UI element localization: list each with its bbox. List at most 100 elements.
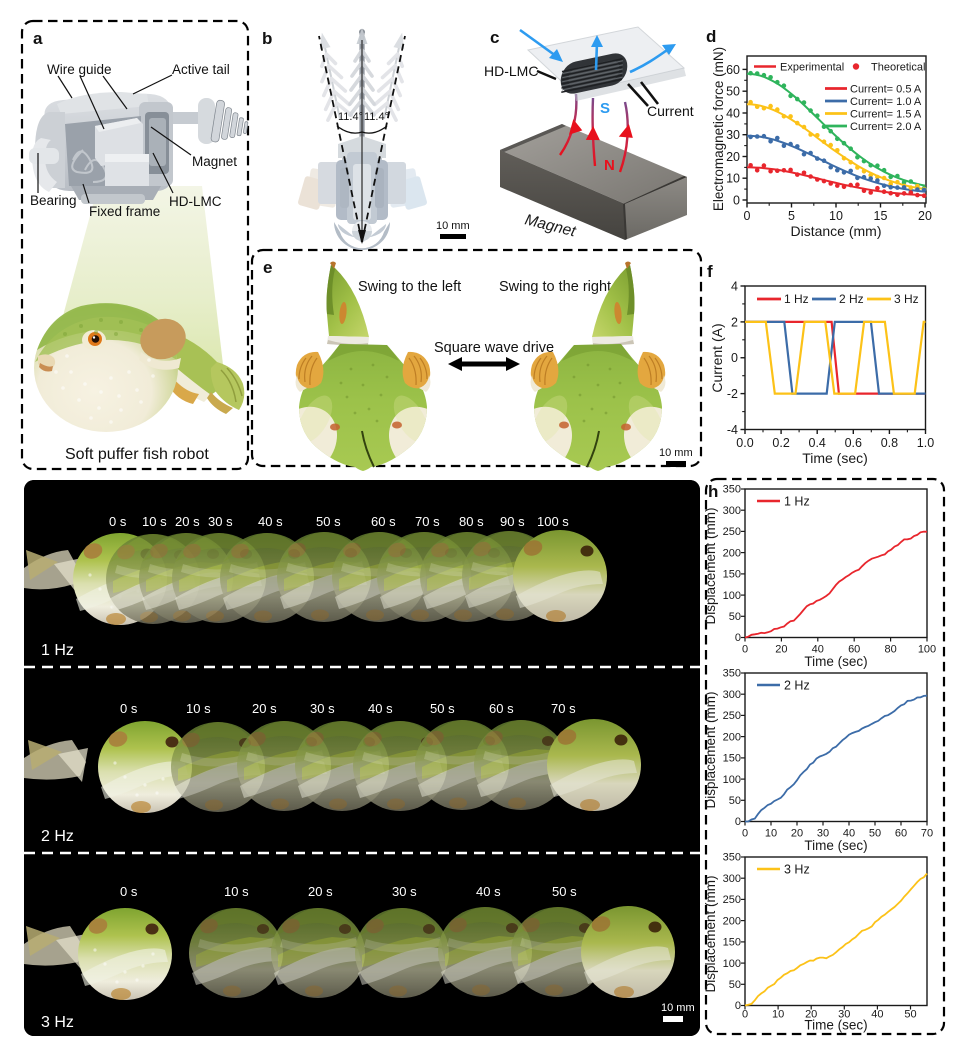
svg-text:300: 300 [723,505,741,517]
svg-text:3 Hz: 3 Hz [894,292,919,306]
svg-text:0: 0 [742,1009,748,1021]
svg-text:0: 0 [733,194,740,208]
svg-text:Time (sec): Time (sec) [802,450,868,466]
svg-text:0: 0 [735,632,741,644]
svg-text:Current= 2.0 A: Current= 2.0 A [850,121,922,133]
svg-text:Current= 0.5 A: Current= 0.5 A [850,84,922,96]
svg-text:Time (sec): Time (sec) [804,838,867,853]
svg-text:3 Hz: 3 Hz [41,1014,74,1031]
svg-text:4: 4 [731,280,738,294]
svg-text:70: 70 [921,828,933,840]
svg-text:20: 20 [726,150,740,164]
svg-text:0 s: 0 s [120,701,138,716]
svg-text:11.4°: 11.4° [364,111,389,123]
svg-text:100 s: 100 s [537,514,569,529]
svg-text:60 s: 60 s [489,701,514,716]
svg-text:Bearing: Bearing [30,193,77,208]
svg-text:40: 40 [871,1009,883,1021]
svg-text:-4: -4 [727,423,738,437]
svg-text:1 Hz: 1 Hz [41,642,74,659]
svg-text:50: 50 [729,611,741,623]
svg-text:-2: -2 [727,387,738,401]
svg-text:20 s: 20 s [308,884,333,899]
svg-text:100: 100 [723,774,741,786]
svg-text:Fixed frame: Fixed frame [89,204,160,219]
svg-text:Current (A): Current (A) [709,323,725,392]
svg-text:50: 50 [869,828,881,840]
svg-text:2 Hz: 2 Hz [41,828,74,845]
svg-text:60: 60 [726,63,740,77]
svg-text:0: 0 [735,1000,741,1012]
svg-text:HD-LMC: HD-LMC [169,194,222,209]
svg-text:30 s: 30 s [392,884,417,899]
svg-text:0.0: 0.0 [736,436,753,450]
svg-text:250: 250 [723,526,741,538]
svg-text:0: 0 [731,351,738,365]
svg-text:40 s: 40 s [476,884,501,899]
svg-text:0: 0 [744,209,751,223]
svg-text:Current= 1.0 A: Current= 1.0 A [850,96,922,108]
svg-text:1 Hz: 1 Hz [784,292,809,306]
svg-text:250: 250 [723,710,741,722]
svg-text:Time (sec): Time (sec) [804,654,867,669]
svg-text:300: 300 [723,689,741,701]
svg-text:150: 150 [723,569,741,581]
svg-text:30 s: 30 s [310,701,335,716]
svg-text:200: 200 [723,731,741,743]
svg-text:S: S [600,100,610,117]
svg-text:Current= 1.5 A: Current= 1.5 A [850,109,922,121]
svg-text:2: 2 [731,315,738,329]
svg-text:Displacement (mm): Displacement (mm) [703,875,718,992]
svg-text:50: 50 [729,979,741,991]
svg-text:60 s: 60 s [371,514,396,529]
svg-text:HD-LMC: HD-LMC [484,63,538,79]
svg-text:Theoretical: Theoretical [871,62,925,74]
svg-text:10: 10 [772,1009,784,1021]
svg-text:Distance (mm): Distance (mm) [790,223,881,239]
svg-text:40: 40 [812,644,824,656]
svg-text:2 Hz: 2 Hz [784,679,810,693]
svg-text:350: 350 [723,484,741,496]
svg-text:0: 0 [742,828,748,840]
svg-text:20: 20 [791,828,803,840]
svg-text:1 Hz: 1 Hz [784,495,810,509]
svg-text:150: 150 [723,753,741,765]
svg-text:40 s: 40 s [258,514,283,529]
svg-text:30 s: 30 s [208,514,233,529]
svg-text:40 s: 40 s [368,701,393,716]
svg-text:Electromagnetic force (mN): Electromagnetic force (mN) [711,47,726,211]
svg-text:3 Hz: 3 Hz [784,863,810,877]
svg-text:350: 350 [723,852,741,864]
svg-text:20 s: 20 s [175,514,200,529]
svg-text:10 mm: 10 mm [436,220,470,232]
svg-text:150: 150 [723,937,741,949]
svg-text:Displacement (mm): Displacement (mm) [703,691,718,808]
svg-text:50 s: 50 s [316,514,341,529]
svg-text:0.6: 0.6 [845,436,862,450]
svg-text:1.0: 1.0 [917,436,934,450]
svg-text:300: 300 [723,873,741,885]
svg-text:100: 100 [723,590,741,602]
svg-text:350: 350 [723,668,741,680]
svg-text:60: 60 [895,828,907,840]
svg-text:15: 15 [874,209,888,223]
svg-text:20: 20 [918,209,932,223]
svg-text:2 Hz: 2 Hz [839,292,864,306]
svg-text:70 s: 70 s [551,701,576,716]
svg-text:10 s: 10 s [186,701,211,716]
svg-text:Active tail: Active tail [172,62,230,77]
svg-text:Soft puffer fish robot: Soft puffer fish robot [65,446,209,463]
svg-text:N: N [604,157,615,174]
svg-text:0: 0 [735,816,741,828]
svg-text:200: 200 [723,547,741,559]
svg-text:0.4: 0.4 [809,436,826,450]
svg-text:Magnet: Magnet [192,154,237,169]
svg-text:0 s: 0 s [109,514,127,529]
svg-text:10 s: 10 s [142,514,167,529]
svg-text:10 s: 10 s [224,884,249,899]
svg-text:70 s: 70 s [415,514,440,529]
svg-text:Displacement (mm): Displacement (mm) [703,507,718,624]
svg-text:100: 100 [918,644,936,656]
svg-text:0.2: 0.2 [772,436,789,450]
svg-text:30: 30 [726,128,740,142]
